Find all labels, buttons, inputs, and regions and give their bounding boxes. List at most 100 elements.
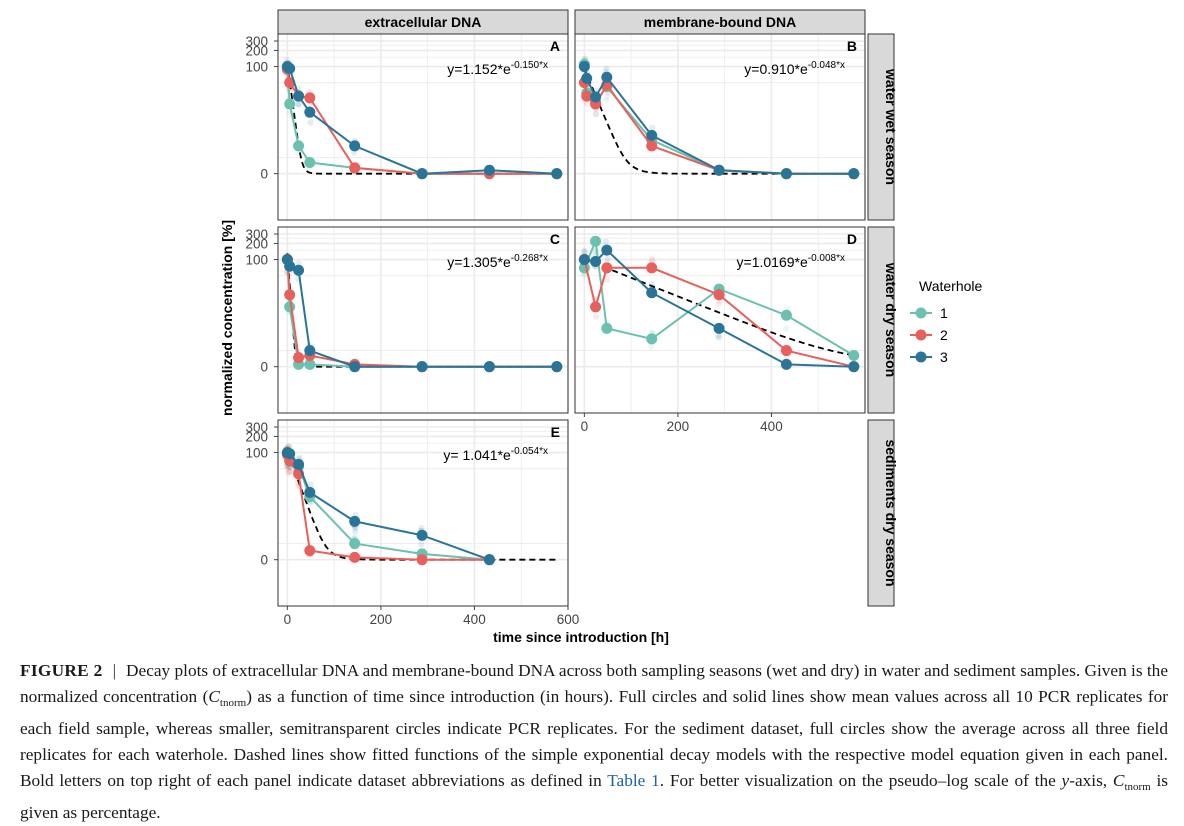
y-axis-label: normalized concentration [%]: [219, 220, 235, 416]
mean-point-3: [293, 90, 305, 102]
model-equation: y=0.910*e-0.048*x: [744, 60, 845, 77]
mean-point-3: [578, 61, 590, 73]
caption-c-symbol: C: [208, 687, 220, 706]
mean-point-2: [646, 262, 658, 274]
mean-point-2: [590, 301, 602, 313]
x-tick-label: 400: [760, 419, 783, 434]
panel-letter: E: [551, 424, 560, 440]
replicate-point: [583, 100, 591, 108]
replicate-point: [307, 481, 314, 488]
legend-label-1: 1: [940, 305, 948, 321]
mean-point-3: [293, 458, 305, 470]
mean-point-2: [293, 352, 305, 364]
mean-point-3: [601, 71, 613, 83]
y-tick-label: 0: [260, 360, 268, 375]
replicate-point: [648, 343, 655, 350]
mean-point-3: [581, 72, 593, 84]
x-tick-label: 600: [557, 612, 580, 627]
mean-point-2: [349, 162, 361, 174]
replicate-point: [715, 334, 723, 341]
mean-point-3: [848, 361, 860, 373]
caption-text-4: -axis,: [1069, 771, 1113, 790]
caption-text-3: . For better visualization on the pseudo…: [659, 771, 1062, 790]
y-tick-label: 300: [245, 227, 268, 242]
replicate-point: [418, 541, 425, 548]
mean-point-1: [304, 358, 316, 370]
panel-border: [574, 226, 866, 414]
table-reference-link[interactable]: Table 1: [607, 771, 660, 790]
replicate-point: [307, 119, 314, 126]
replicate-point: [604, 93, 611, 100]
mean-point-3: [349, 140, 361, 152]
x-tick-label: 0: [284, 612, 292, 627]
mean-point-1: [284, 301, 296, 313]
y-tick-label: 300: [245, 420, 268, 435]
mean-point-3: [713, 164, 725, 176]
model-equation: y= 1.041*e-0.054*x: [443, 446, 548, 463]
mean-point-1: [304, 156, 316, 168]
mean-point-3: [284, 448, 296, 460]
panel-E: Ey= 1.041*e-0.054*x: [277, 419, 569, 607]
mean-point-3: [483, 361, 495, 373]
y-tick-label: 100: [245, 446, 268, 461]
panel-letter: B: [847, 38, 857, 54]
mean-point-3: [284, 62, 296, 74]
mean-point-2: [304, 545, 316, 557]
replicate-point: [592, 110, 600, 118]
mean-point-3: [601, 244, 613, 256]
model-equation: y=1.0169*e-0.008*x: [737, 253, 845, 270]
replicate-point: [295, 100, 302, 107]
caption-label: FIGURE 2: [20, 661, 103, 680]
x-tick-label: 200: [370, 612, 393, 627]
mean-point-3: [551, 168, 563, 180]
replicate-point: [715, 300, 722, 307]
panel-A: Ay=1.152*e-0.150*x: [277, 33, 569, 221]
mean-point-3: [416, 168, 428, 180]
replicate-point: [418, 524, 425, 532]
strip-top-label: membrane-bound DNA: [644, 14, 796, 30]
legend-label-2: 2: [940, 327, 948, 343]
y-tick-label: 100: [245, 253, 268, 268]
mean-point-3: [293, 264, 305, 276]
mean-point-2: [713, 289, 725, 301]
replicate-point: [285, 469, 293, 476]
replicate-point: [581, 248, 589, 256]
replicate-point: [580, 272, 588, 279]
figure-caption: FIGURE 2 | Decay plots of extracellular DN…: [20, 658, 1168, 826]
replicate-point: [286, 468, 293, 475]
mean-point-1: [590, 235, 602, 247]
replicate-point: [648, 256, 656, 263]
fit-curve: [584, 258, 856, 357]
caption-c-subscript: tnorm: [219, 697, 247, 709]
mean-point-2: [581, 90, 593, 102]
model-equation: y=1.152*e-0.150*x: [447, 60, 548, 77]
replicate-point: [592, 313, 600, 320]
caption-c-subscript-2: tnorm: [1124, 781, 1151, 793]
panel-border: [277, 419, 569, 607]
mean-point-1: [646, 333, 658, 345]
replicate-point: [715, 332, 722, 339]
legend-key-2: [915, 329, 927, 341]
mean-point-3: [780, 358, 792, 370]
panels-layer: Ay=1.152*e-0.150*xBy=0.910*e-0.048*xCy=1…: [277, 33, 866, 607]
strip-right-1: [867, 226, 895, 414]
replicate-point: [592, 110, 600, 118]
mean-point-3: [416, 529, 428, 541]
mean-point-3: [590, 91, 602, 103]
y-tick-label: 200: [245, 429, 268, 444]
legend-key-3: [915, 351, 927, 363]
panel-background: [575, 34, 865, 220]
panel-B: By=0.910*e-0.048*x: [574, 33, 866, 221]
replicate-point: [602, 238, 610, 245]
panel-D: Dy=1.0169*e-0.008*x: [574, 226, 866, 414]
panel-background: [575, 227, 865, 413]
mean-point-3: [780, 168, 792, 180]
mean-point-2: [284, 289, 296, 301]
mean-point-3: [304, 106, 316, 118]
mean-point-3: [349, 515, 361, 527]
fit-curve: [583, 68, 856, 175]
replicate-point: [581, 247, 588, 255]
strip-right-2: [867, 419, 895, 607]
mean-point-3: [483, 164, 495, 176]
legend-label-3: 3: [940, 349, 948, 365]
